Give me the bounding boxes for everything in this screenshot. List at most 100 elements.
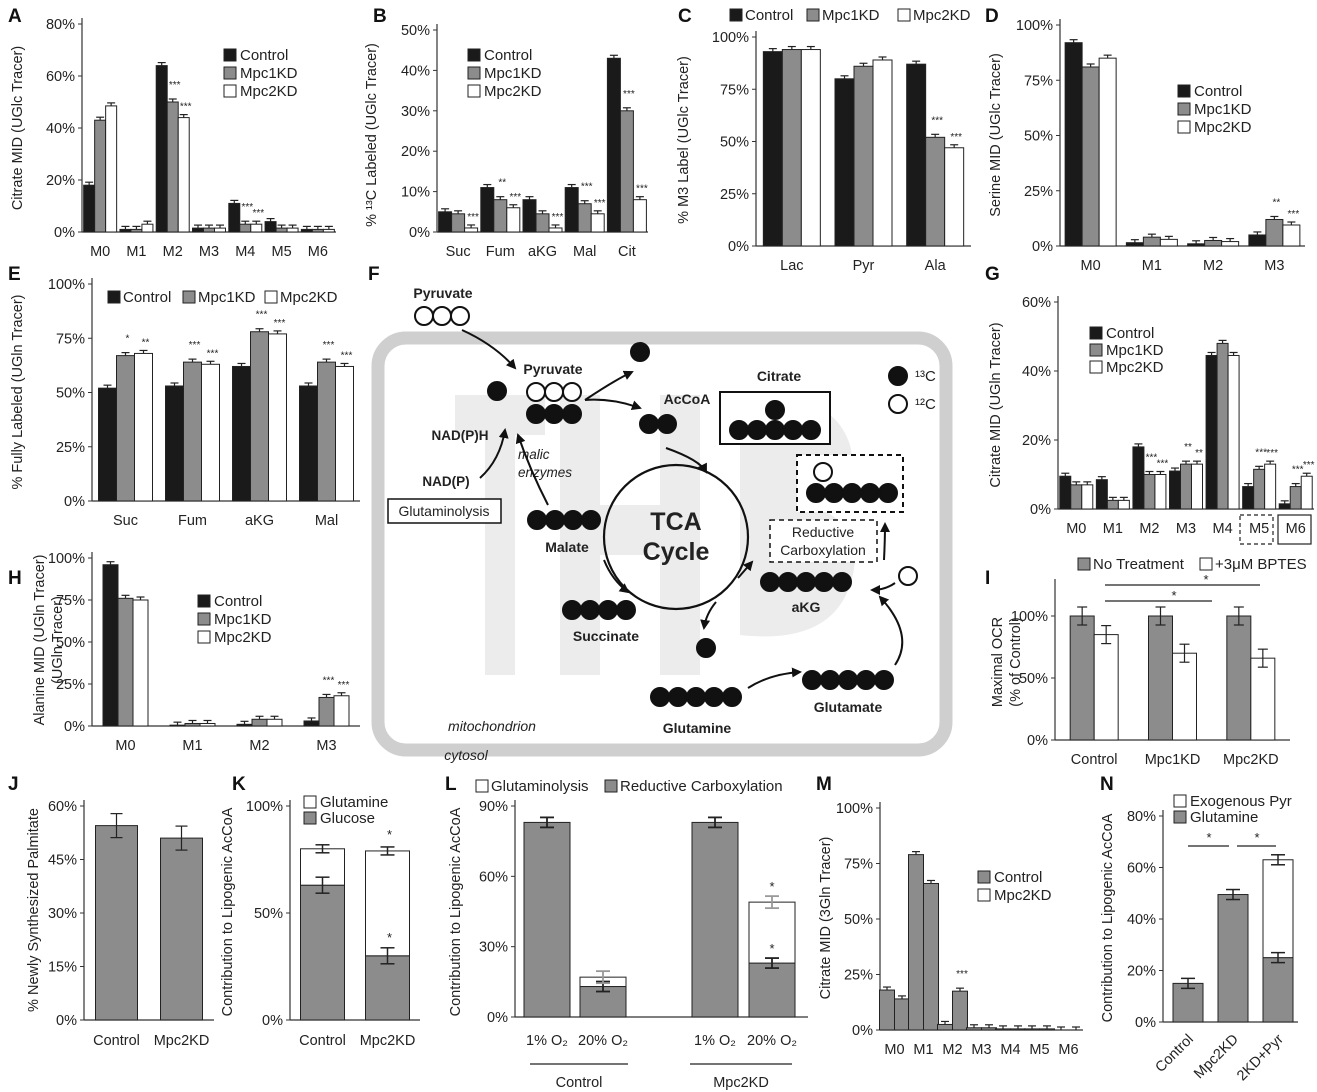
bar	[95, 825, 138, 1021]
x-tick-label: Pyr	[853, 258, 875, 274]
legend-entry: Control	[240, 47, 288, 64]
legend-entry: Glutamine	[320, 794, 388, 811]
bar	[155, 65, 168, 233]
bar	[952, 990, 968, 1031]
x-tick-label: M3	[199, 244, 219, 260]
bar	[762, 51, 783, 247]
arrow	[870, 582, 896, 595]
y-tick-label: 30%	[479, 940, 508, 956]
bar	[268, 333, 287, 502]
bar	[169, 724, 186, 727]
x-tick-label: Mpc2KD	[154, 1033, 210, 1049]
carbon-atom	[820, 670, 840, 690]
bar	[834, 78, 855, 247]
bar	[317, 361, 336, 502]
significance-mark: ***	[594, 198, 606, 209]
y-tick-label: 40%	[46, 121, 75, 137]
legend-entry: Control	[123, 289, 171, 306]
significance-mark: ***	[956, 969, 968, 980]
carbon-atom	[765, 400, 785, 420]
legend-entry: +3μM BPTES	[1215, 556, 1307, 573]
bar	[1064, 42, 1083, 247]
significance-mark: ***	[467, 212, 479, 223]
panel-letter: N	[1100, 774, 1114, 795]
y-tick-label: 45%	[48, 853, 77, 869]
x-tick-label: Control	[1152, 1032, 1196, 1076]
panel-letter: B	[373, 6, 387, 27]
legend-entry: Control	[214, 593, 262, 610]
carbon-atom	[562, 404, 582, 424]
significance-mark: ***	[950, 132, 962, 143]
bar	[286, 227, 299, 233]
y-tick-label: 75%	[56, 593, 85, 609]
significance-mark: ***	[1157, 459, 1169, 470]
significance-mark: *	[769, 941, 774, 956]
significance-mark: ***	[341, 350, 353, 361]
bar	[299, 385, 318, 502]
bar	[250, 331, 269, 502]
legend-entry: Mpc1KD	[822, 7, 880, 24]
carbon-atom	[639, 414, 659, 434]
y-axis-label: % Fully Labeled (UGln Tracer)	[10, 294, 26, 489]
y-tick-label: 10%	[401, 185, 430, 201]
x-tick-label: Fum	[178, 513, 207, 529]
x-tick-label: M1	[182, 738, 202, 754]
bar	[995, 1028, 1011, 1031]
group-label: Control	[556, 1075, 603, 1091]
significance-mark: ***	[1303, 460, 1315, 471]
bar	[853, 65, 874, 247]
bar	[1289, 486, 1302, 510]
carbon-atom	[796, 572, 816, 592]
bar	[318, 696, 335, 727]
bar	[94, 119, 107, 233]
glutamate-label: Glutamate	[814, 699, 883, 715]
x-tick-label: M1	[1142, 258, 1162, 274]
bar	[606, 57, 621, 233]
bar	[1204, 239, 1223, 247]
legend-swatch	[1177, 102, 1191, 116]
bar	[908, 854, 924, 1031]
bar	[619, 110, 634, 233]
y-axis-label: % M3 Label (UGlc Tracer)	[676, 56, 692, 224]
y-tick-label: 40%	[1022, 364, 1051, 380]
legend-swatch	[1177, 120, 1191, 134]
bar	[451, 213, 466, 233]
x-tick-label: M0	[884, 1042, 904, 1058]
y-tick-label: 20%	[1022, 433, 1051, 449]
legend-swatch	[1089, 343, 1103, 357]
y-tick-label: 100%	[48, 551, 85, 567]
y-tick-label: 0%	[1027, 733, 1048, 749]
x-tick-label: 20% O₂	[578, 1033, 628, 1049]
carbon-12-atom	[450, 306, 470, 326]
y-tick-label: 60%	[1022, 295, 1051, 311]
x-tick-label: aKG	[528, 244, 557, 260]
x-tick-label: M1	[913, 1042, 933, 1058]
bar	[199, 722, 216, 727]
bar	[264, 221, 277, 233]
bar-glucose	[300, 884, 345, 1021]
nadp-label: NAD(P)	[422, 474, 469, 489]
bar	[1148, 615, 1173, 741]
bar	[141, 223, 154, 233]
bar	[894, 998, 910, 1031]
x-tick-label: M1	[1103, 521, 1123, 537]
significance-mark: ***	[1288, 209, 1300, 220]
y-tick-label: 30%	[48, 906, 77, 922]
y-tick-label: 40%	[1127, 912, 1156, 928]
bar	[116, 355, 135, 502]
carbon-atom	[580, 600, 600, 620]
x-tick-label: M6	[1058, 1042, 1078, 1058]
x-tick-label: Suc	[446, 244, 471, 260]
bar	[201, 363, 220, 502]
x-tick-label: Suc	[113, 513, 138, 529]
y-tick-label: 25%	[56, 677, 85, 693]
x-tick-label: M3	[316, 738, 336, 754]
bar	[184, 722, 201, 727]
significance-mark: **	[142, 337, 150, 348]
x-tick-label: M0	[1081, 258, 1101, 274]
x-tick-label: 1% O₂	[526, 1033, 568, 1049]
bar	[1216, 342, 1229, 510]
bar	[102, 564, 119, 727]
cytosol-label: cytosol	[444, 747, 488, 763]
